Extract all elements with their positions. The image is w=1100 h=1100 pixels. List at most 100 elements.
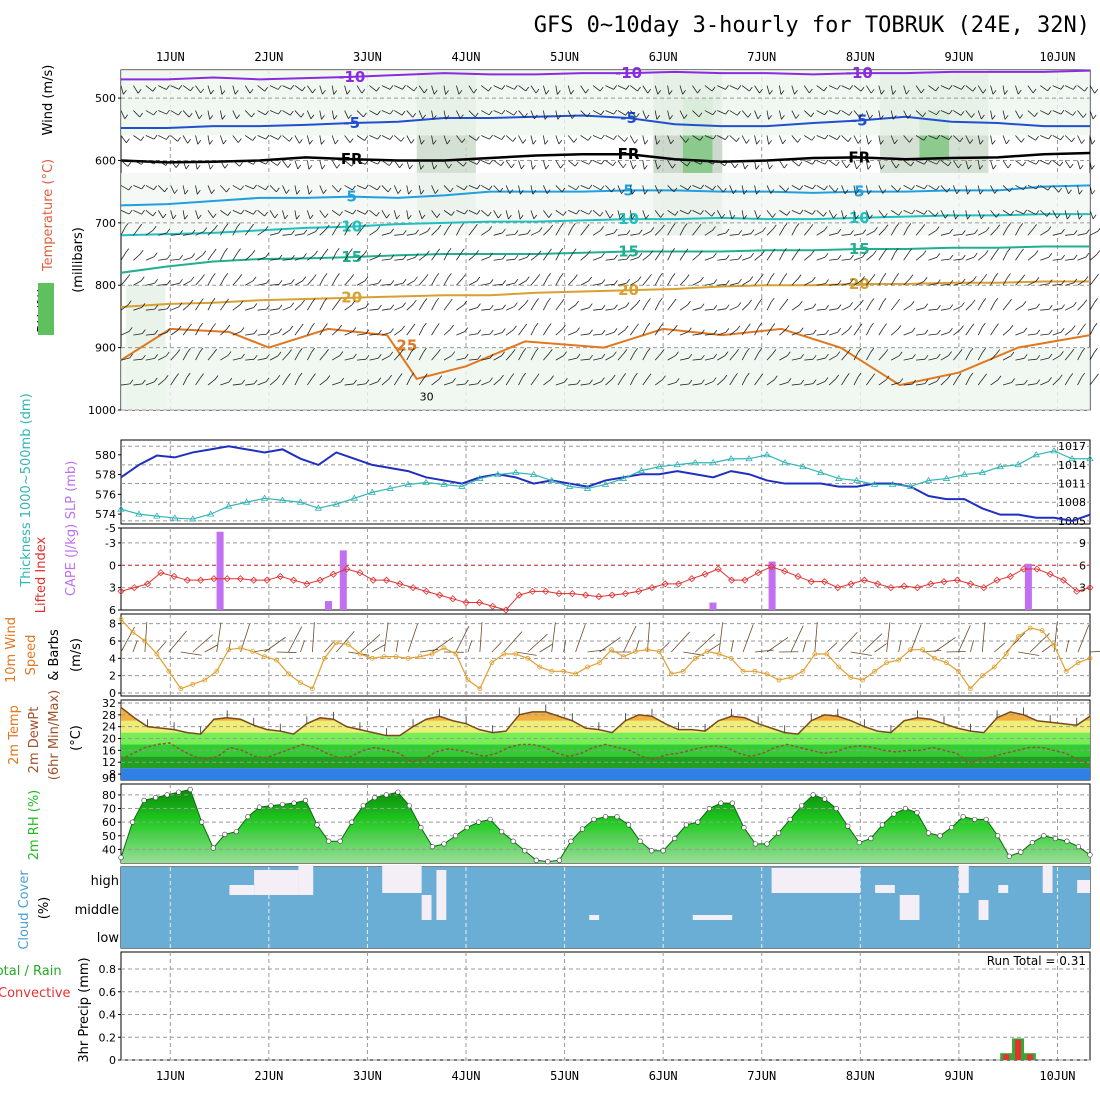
wind-barb bbox=[816, 357, 826, 361]
wind-barb bbox=[624, 325, 629, 331]
wind-barb bbox=[1069, 163, 1074, 169]
wind-barb bbox=[935, 226, 940, 231]
wind-barb bbox=[576, 353, 581, 359]
wind-barb-10m bbox=[1089, 650, 1100, 653]
lifted-index-point bbox=[329, 570, 337, 578]
wind-barb bbox=[729, 258, 739, 261]
wind-barb bbox=[133, 383, 143, 386]
wind-barb bbox=[351, 300, 356, 306]
wind-barb bbox=[746, 347, 750, 353]
wind-barb bbox=[672, 298, 677, 304]
wind-barb bbox=[928, 357, 938, 361]
wind-barb bbox=[894, 139, 898, 145]
wind-barb bbox=[1078, 214, 1083, 220]
li-axis-label: Lifted Index bbox=[34, 536, 49, 613]
tick-label: 12 bbox=[102, 756, 116, 769]
wind-barb bbox=[646, 322, 651, 328]
wind-barb-10m bbox=[850, 651, 872, 656]
wind-barb bbox=[816, 283, 826, 286]
tick-label: 578 bbox=[95, 469, 116, 482]
wind-barb bbox=[513, 110, 518, 116]
wind-speed-point bbox=[441, 645, 447, 651]
isotherm-label: 15 bbox=[341, 248, 362, 266]
wind-barb bbox=[849, 278, 854, 284]
cloud-cover-bar bbox=[254, 870, 299, 895]
wind-barb bbox=[812, 210, 816, 215]
wind-barb-10m bbox=[910, 624, 922, 653]
wind-barb bbox=[946, 187, 951, 193]
wind-barb bbox=[791, 278, 799, 286]
wind-barb bbox=[869, 214, 873, 220]
wind-barb bbox=[518, 352, 524, 361]
wind-barb bbox=[1077, 210, 1080, 220]
wind-barb bbox=[756, 140, 760, 145]
wind-barb bbox=[141, 303, 146, 308]
wind-barb bbox=[816, 381, 826, 386]
wind-barb bbox=[369, 282, 379, 286]
wind-barb bbox=[880, 140, 884, 145]
wind-barb bbox=[390, 304, 395, 310]
wind-barb bbox=[1079, 164, 1084, 170]
wind-barb-10m bbox=[324, 641, 334, 653]
wind-barb bbox=[394, 353, 401, 361]
wind-barb bbox=[557, 90, 561, 95]
wind-barb bbox=[179, 230, 183, 235]
isotherm-label: 15 bbox=[618, 243, 639, 261]
wind-barb bbox=[381, 283, 391, 286]
thickness-point bbox=[530, 470, 538, 477]
isotherm-label: FR bbox=[341, 150, 363, 168]
wind-barb bbox=[599, 86, 604, 92]
wind-barb bbox=[431, 252, 438, 261]
wind-barb bbox=[555, 328, 563, 336]
wind-barb bbox=[586, 112, 591, 118]
wind-barb bbox=[209, 164, 214, 170]
wind-barb bbox=[836, 85, 841, 90]
wind-barb bbox=[701, 379, 705, 384]
wind-barb bbox=[953, 258, 963, 261]
wind-barb bbox=[965, 256, 975, 261]
wind-barb bbox=[667, 252, 673, 261]
wind-barb bbox=[153, 185, 158, 191]
wind-barb bbox=[344, 85, 348, 95]
wind-barb bbox=[170, 282, 180, 286]
cloud-cover-bar bbox=[978, 900, 989, 920]
wind-barb bbox=[990, 353, 998, 361]
rh-point bbox=[637, 838, 643, 844]
wind-barb bbox=[644, 189, 648, 195]
wind-barb bbox=[294, 210, 297, 220]
thickness-point bbox=[296, 498, 305, 505]
wind-barb bbox=[977, 277, 985, 286]
wind-barb bbox=[356, 383, 367, 386]
wind-barb bbox=[922, 112, 927, 117]
wind-barb bbox=[791, 210, 801, 215]
lifted-index-point bbox=[568, 590, 576, 598]
wind-barb bbox=[841, 329, 849, 336]
wind-barb bbox=[779, 210, 788, 216]
wind-speed-point bbox=[501, 651, 507, 657]
wind-barb bbox=[878, 252, 885, 261]
wind-speed-point bbox=[1051, 642, 1057, 648]
wind-barb bbox=[890, 227, 897, 236]
wind-barb bbox=[562, 324, 566, 330]
wind-barb bbox=[624, 137, 628, 142]
temp2m-label: 2m Temp bbox=[7, 705, 22, 765]
rh-point bbox=[279, 801, 286, 808]
wind-barb bbox=[568, 304, 576, 311]
wind-barb bbox=[456, 135, 463, 143]
wind-speed-point bbox=[644, 647, 650, 653]
wind-barb bbox=[543, 302, 548, 311]
wind-barb bbox=[857, 139, 862, 144]
wind-barb bbox=[265, 377, 270, 383]
wind-barb bbox=[232, 357, 242, 361]
wind-barb bbox=[686, 161, 691, 167]
wind-barb bbox=[543, 252, 549, 261]
lifted-index-point bbox=[913, 584, 922, 592]
date-label-top: 6JUN bbox=[649, 50, 678, 64]
wind-barb bbox=[394, 233, 404, 236]
thickness-point bbox=[189, 515, 197, 522]
wind-barb bbox=[1068, 189, 1072, 195]
wind-barb bbox=[758, 298, 763, 303]
wind-barb bbox=[377, 110, 381, 116]
wind-barb bbox=[152, 211, 157, 217]
wind-barb bbox=[587, 250, 591, 255]
